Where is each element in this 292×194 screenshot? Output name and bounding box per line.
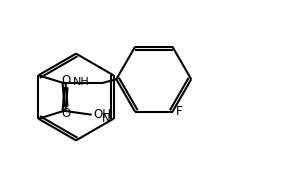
Text: N: N xyxy=(102,112,111,125)
Text: O: O xyxy=(61,107,71,120)
Text: NH: NH xyxy=(72,77,89,87)
Text: F: F xyxy=(176,105,183,118)
Text: OH: OH xyxy=(93,108,112,121)
Text: O: O xyxy=(61,74,71,87)
